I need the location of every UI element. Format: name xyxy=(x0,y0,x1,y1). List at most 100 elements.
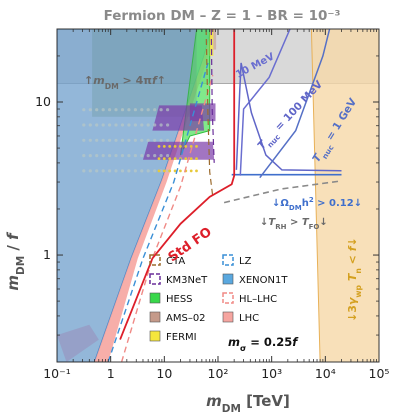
speckle-point xyxy=(159,108,163,112)
speckle-point xyxy=(166,169,170,173)
y-tick-label: 10 xyxy=(35,94,51,109)
speckle-point xyxy=(133,138,137,142)
fermi-point xyxy=(189,169,193,173)
ams-region xyxy=(213,29,217,50)
fermi-point xyxy=(157,145,161,148)
fermi-point xyxy=(184,145,188,148)
speckle-point xyxy=(114,169,118,173)
legend-item: AMS–02 xyxy=(149,311,206,324)
speckle-point xyxy=(146,154,150,158)
speckle-point xyxy=(108,138,112,142)
legend: CTA KM3NeT HESS AMS–02 FERMI LZ XENON1T HL–LHC L… xyxy=(149,254,288,343)
m-sigma-note: mσ = 0.25f xyxy=(228,335,299,353)
speckle-point xyxy=(153,169,157,173)
legend-item: FERMI xyxy=(149,330,197,343)
speckle-point xyxy=(82,108,86,112)
legend-item: HL–LHC xyxy=(222,292,277,305)
legend-item: LHC xyxy=(222,311,259,324)
speckle-point xyxy=(133,108,137,112)
speckle-point xyxy=(101,123,105,127)
speckle-point xyxy=(120,138,125,142)
speckle-point xyxy=(133,123,137,127)
speckle-point xyxy=(153,123,157,127)
speckle-point xyxy=(153,138,157,142)
fermi-point xyxy=(157,169,161,173)
speckle-point xyxy=(166,108,170,112)
speckle-point xyxy=(127,108,131,112)
fermi-point xyxy=(189,157,193,161)
grey-inner-box xyxy=(92,29,197,117)
speckle-point xyxy=(114,138,118,142)
legend-swatch xyxy=(222,273,234,285)
x-tick-label: 10⁵ xyxy=(369,366,390,381)
fermi-point xyxy=(173,169,177,173)
speckle-point xyxy=(120,123,125,127)
speckle-point xyxy=(101,169,105,173)
std-fo-curve xyxy=(119,29,236,340)
hl-lhc-dashed-line xyxy=(120,74,214,362)
speckle-point xyxy=(114,108,118,112)
legend-item: XENON1T xyxy=(222,273,288,286)
x-tick-label: 10⁴ xyxy=(315,366,336,381)
y-axis-label: mDM / f xyxy=(4,231,27,291)
fermi-point xyxy=(162,145,166,148)
fermi-point xyxy=(189,145,193,148)
legend-swatch xyxy=(222,254,234,266)
km3net-cluster xyxy=(143,141,215,160)
speckle-point xyxy=(159,123,163,127)
speckle-point xyxy=(88,138,92,142)
speckle-point xyxy=(95,108,99,112)
x-tick-label: 10⁻¹ xyxy=(43,366,71,381)
x-tick-label: 10² xyxy=(208,366,229,381)
speckle-point xyxy=(166,154,170,158)
fermi-point xyxy=(173,145,177,148)
speckle-point xyxy=(133,169,137,173)
fermi-point xyxy=(168,169,172,173)
legend-item: CTA xyxy=(149,254,185,267)
speckle-point xyxy=(127,123,131,127)
legend-label: XENON1T xyxy=(239,275,288,286)
legend-swatch xyxy=(149,311,161,323)
y-tick-label: 1 xyxy=(43,247,51,262)
fermi-point xyxy=(168,157,172,161)
speckle-point xyxy=(146,169,150,173)
fermi-point xyxy=(195,145,198,148)
speckle-point xyxy=(166,123,170,127)
speckle-point xyxy=(146,108,150,112)
reheat-label: ↓TRH > TFO↓ xyxy=(260,217,328,231)
legend-label: AMS–02 xyxy=(166,313,206,324)
speckle-point xyxy=(159,169,163,173)
fermi-point xyxy=(179,145,182,148)
speckle-point xyxy=(114,154,118,158)
speckle-point xyxy=(153,154,157,158)
speckle-point xyxy=(120,154,125,158)
legend-swatch xyxy=(222,311,234,323)
speckle-point xyxy=(159,154,163,158)
legend-swatch xyxy=(149,273,161,285)
speckle-point xyxy=(166,138,170,142)
legend-label: FERMI xyxy=(166,332,197,343)
legend-label: KM3NeT xyxy=(166,275,208,286)
fermi-point xyxy=(195,157,198,161)
legend-label: CTA xyxy=(166,256,185,267)
tnuc-curve xyxy=(239,29,291,176)
speckle-point xyxy=(95,169,99,173)
speckle-point xyxy=(127,154,131,158)
fermi-point xyxy=(157,157,161,161)
speckle-point xyxy=(133,154,137,158)
speckle-point xyxy=(101,108,105,112)
legend-label: HESS xyxy=(166,294,193,305)
speckle-point xyxy=(82,138,86,142)
speckle-point xyxy=(140,154,144,158)
fermi-point xyxy=(173,157,177,161)
x-tick-label: 10 xyxy=(156,366,172,381)
fermi-point xyxy=(162,157,166,161)
speckle-point xyxy=(88,154,92,158)
speckle-point xyxy=(95,123,99,127)
legend-item: HESS xyxy=(149,292,193,305)
perturbativity-label: ↑mDM > 4πf↑ xyxy=(84,74,166,91)
speckle-point xyxy=(153,108,157,112)
speckle-point xyxy=(95,138,99,142)
wall-label: ↓3γwp Tn < f↓ xyxy=(346,237,363,322)
